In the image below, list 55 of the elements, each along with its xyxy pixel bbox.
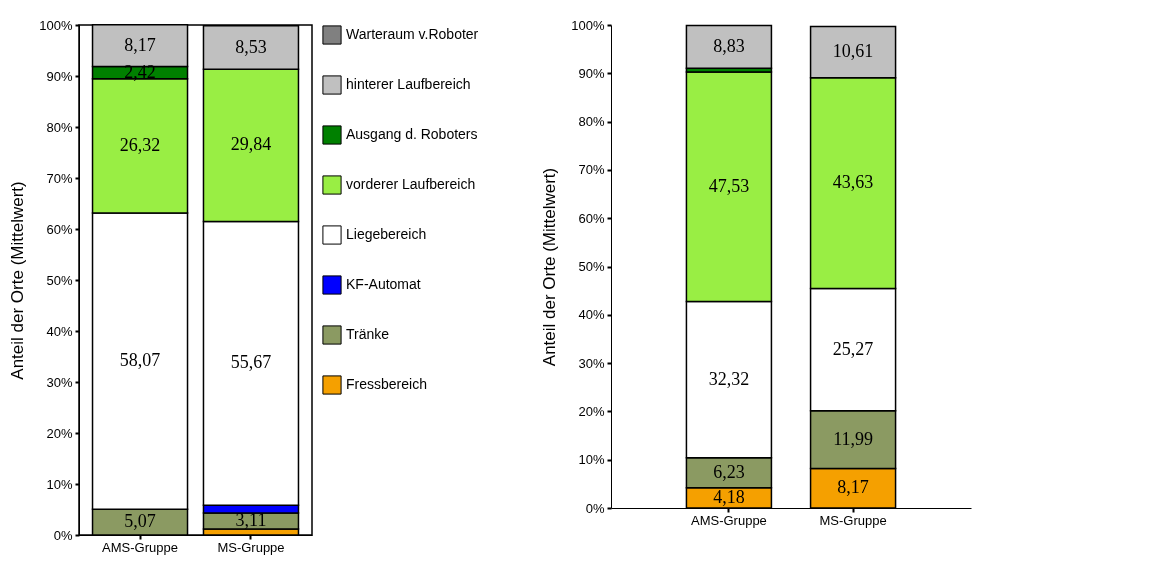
data-label: 26,32	[119, 134, 161, 155]
y-tick-label: 100%	[39, 17, 73, 33]
y-tick-label: 80%	[46, 119, 73, 135]
data-label: 8,17	[124, 34, 156, 55]
y-tick-label: 40%	[578, 307, 605, 323]
y-tick-label: 20%	[46, 425, 73, 441]
data-label: 29,84	[230, 134, 272, 155]
y-tick-label: 0%	[53, 527, 73, 543]
y-tick-label: 70%	[46, 170, 73, 186]
data-label: 55,67	[230, 352, 272, 373]
legend-label: Liegebereich	[346, 226, 427, 242]
legend-label: Ausgang d. Roboters	[346, 126, 478, 142]
y-tick-label: 0%	[585, 500, 605, 516]
y-tick-label: 10%	[578, 452, 605, 468]
data-label: 32,32	[708, 368, 750, 389]
y-tick-label: 50%	[46, 272, 73, 288]
data-label: 5,07	[124, 511, 156, 532]
y-tick-label: 30%	[46, 374, 73, 390]
y-axis-title: Anteil der Orte (Mittelwert)	[540, 167, 560, 367]
y-axis-title: Anteil der Orte (Mittelwert)	[8, 181, 28, 380]
data-label: 25,27	[832, 338, 874, 359]
legend-label: Tränke	[346, 326, 390, 342]
data-label: 6,23	[713, 461, 745, 482]
y-tick-label: 50%	[578, 259, 605, 274]
y-tick-label: 40%	[46, 323, 73, 339]
legend-label: vorderer Laufbereich	[346, 176, 476, 192]
y-tick-label: 90%	[578, 65, 605, 81]
y-tick-label: 60%	[578, 210, 605, 226]
y-tick-label: 100%	[571, 17, 605, 33]
legend-label: Fressbereich	[346, 376, 427, 392]
y-tick-label: 20%	[578, 403, 605, 419]
data-label: 58,07	[119, 350, 161, 371]
y-tick-label: 90%	[46, 68, 73, 84]
x-tick-label: AMS-Gruppe	[690, 512, 767, 528]
y-tick-label: 80%	[578, 114, 605, 130]
data-label: 8,17	[837, 477, 869, 498]
data-label: 10,61	[832, 41, 874, 62]
y-tick-label: 10%	[46, 476, 73, 492]
data-label: 43,63	[832, 172, 874, 193]
data-label: 11,99	[833, 428, 873, 449]
x-tick-label: MS-Gruppe	[217, 539, 285, 555]
y-tick-label: 60%	[46, 221, 73, 237]
data-label: 8,53	[235, 36, 267, 57]
x-tick-label: AMS-Gruppe	[102, 539, 178, 555]
data-label: 3,11	[235, 509, 267, 530]
data-label: 47,53	[708, 175, 750, 196]
legend-label: Warteraum v.Roboter	[346, 26, 479, 42]
data-label: 4,18	[713, 486, 745, 507]
legend-label: KF-Automat	[346, 276, 421, 292]
bar	[685, 24, 773, 69]
legend-label: hinterer Laufbereich	[346, 76, 471, 92]
y-tick-label: 70%	[578, 162, 605, 178]
y-tick-label: 30%	[578, 355, 605, 371]
x-tick-label: MS-Gruppe	[819, 512, 887, 528]
data-label: 8,83	[713, 35, 745, 56]
